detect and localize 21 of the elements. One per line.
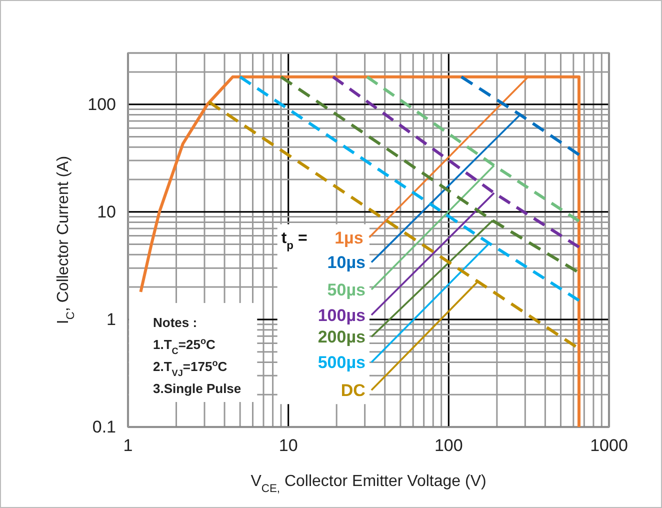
legend-title: t$_{p}$ = xyxy=(281,230,308,252)
x-axis-title: V$_{CE,}$ Collector Emitter Voltage (V) xyxy=(250,473,486,495)
x-tick-label: 100 xyxy=(434,436,463,456)
series-label: 200µs xyxy=(318,328,366,347)
annotation: 1.T$_{C}$=25$^{o}$C xyxy=(153,336,216,356)
x-tick-label: 1000 xyxy=(590,436,628,456)
y-tick-label: 10 xyxy=(97,202,116,222)
y-tick-label: 0.1 xyxy=(92,417,116,436)
annotation: 2.T$_{VJ}$=175$^{o}$C xyxy=(153,358,228,378)
series-label: 100µs xyxy=(318,306,366,325)
x-tick-label: 1 xyxy=(123,436,133,456)
series-label: 1µs xyxy=(334,228,364,248)
series-label: DC xyxy=(340,381,366,400)
series-label: 10µs xyxy=(327,253,366,272)
x-tick-label: 10 xyxy=(278,436,298,456)
series-label: 50µs xyxy=(327,280,366,300)
annotation: Notes : xyxy=(153,315,198,330)
annotation: 3.Single Pulse xyxy=(153,381,242,396)
y-tick-label: 1 xyxy=(106,310,116,329)
y-tick-label: 100 xyxy=(88,94,116,114)
series-label: 500µs xyxy=(318,353,366,372)
